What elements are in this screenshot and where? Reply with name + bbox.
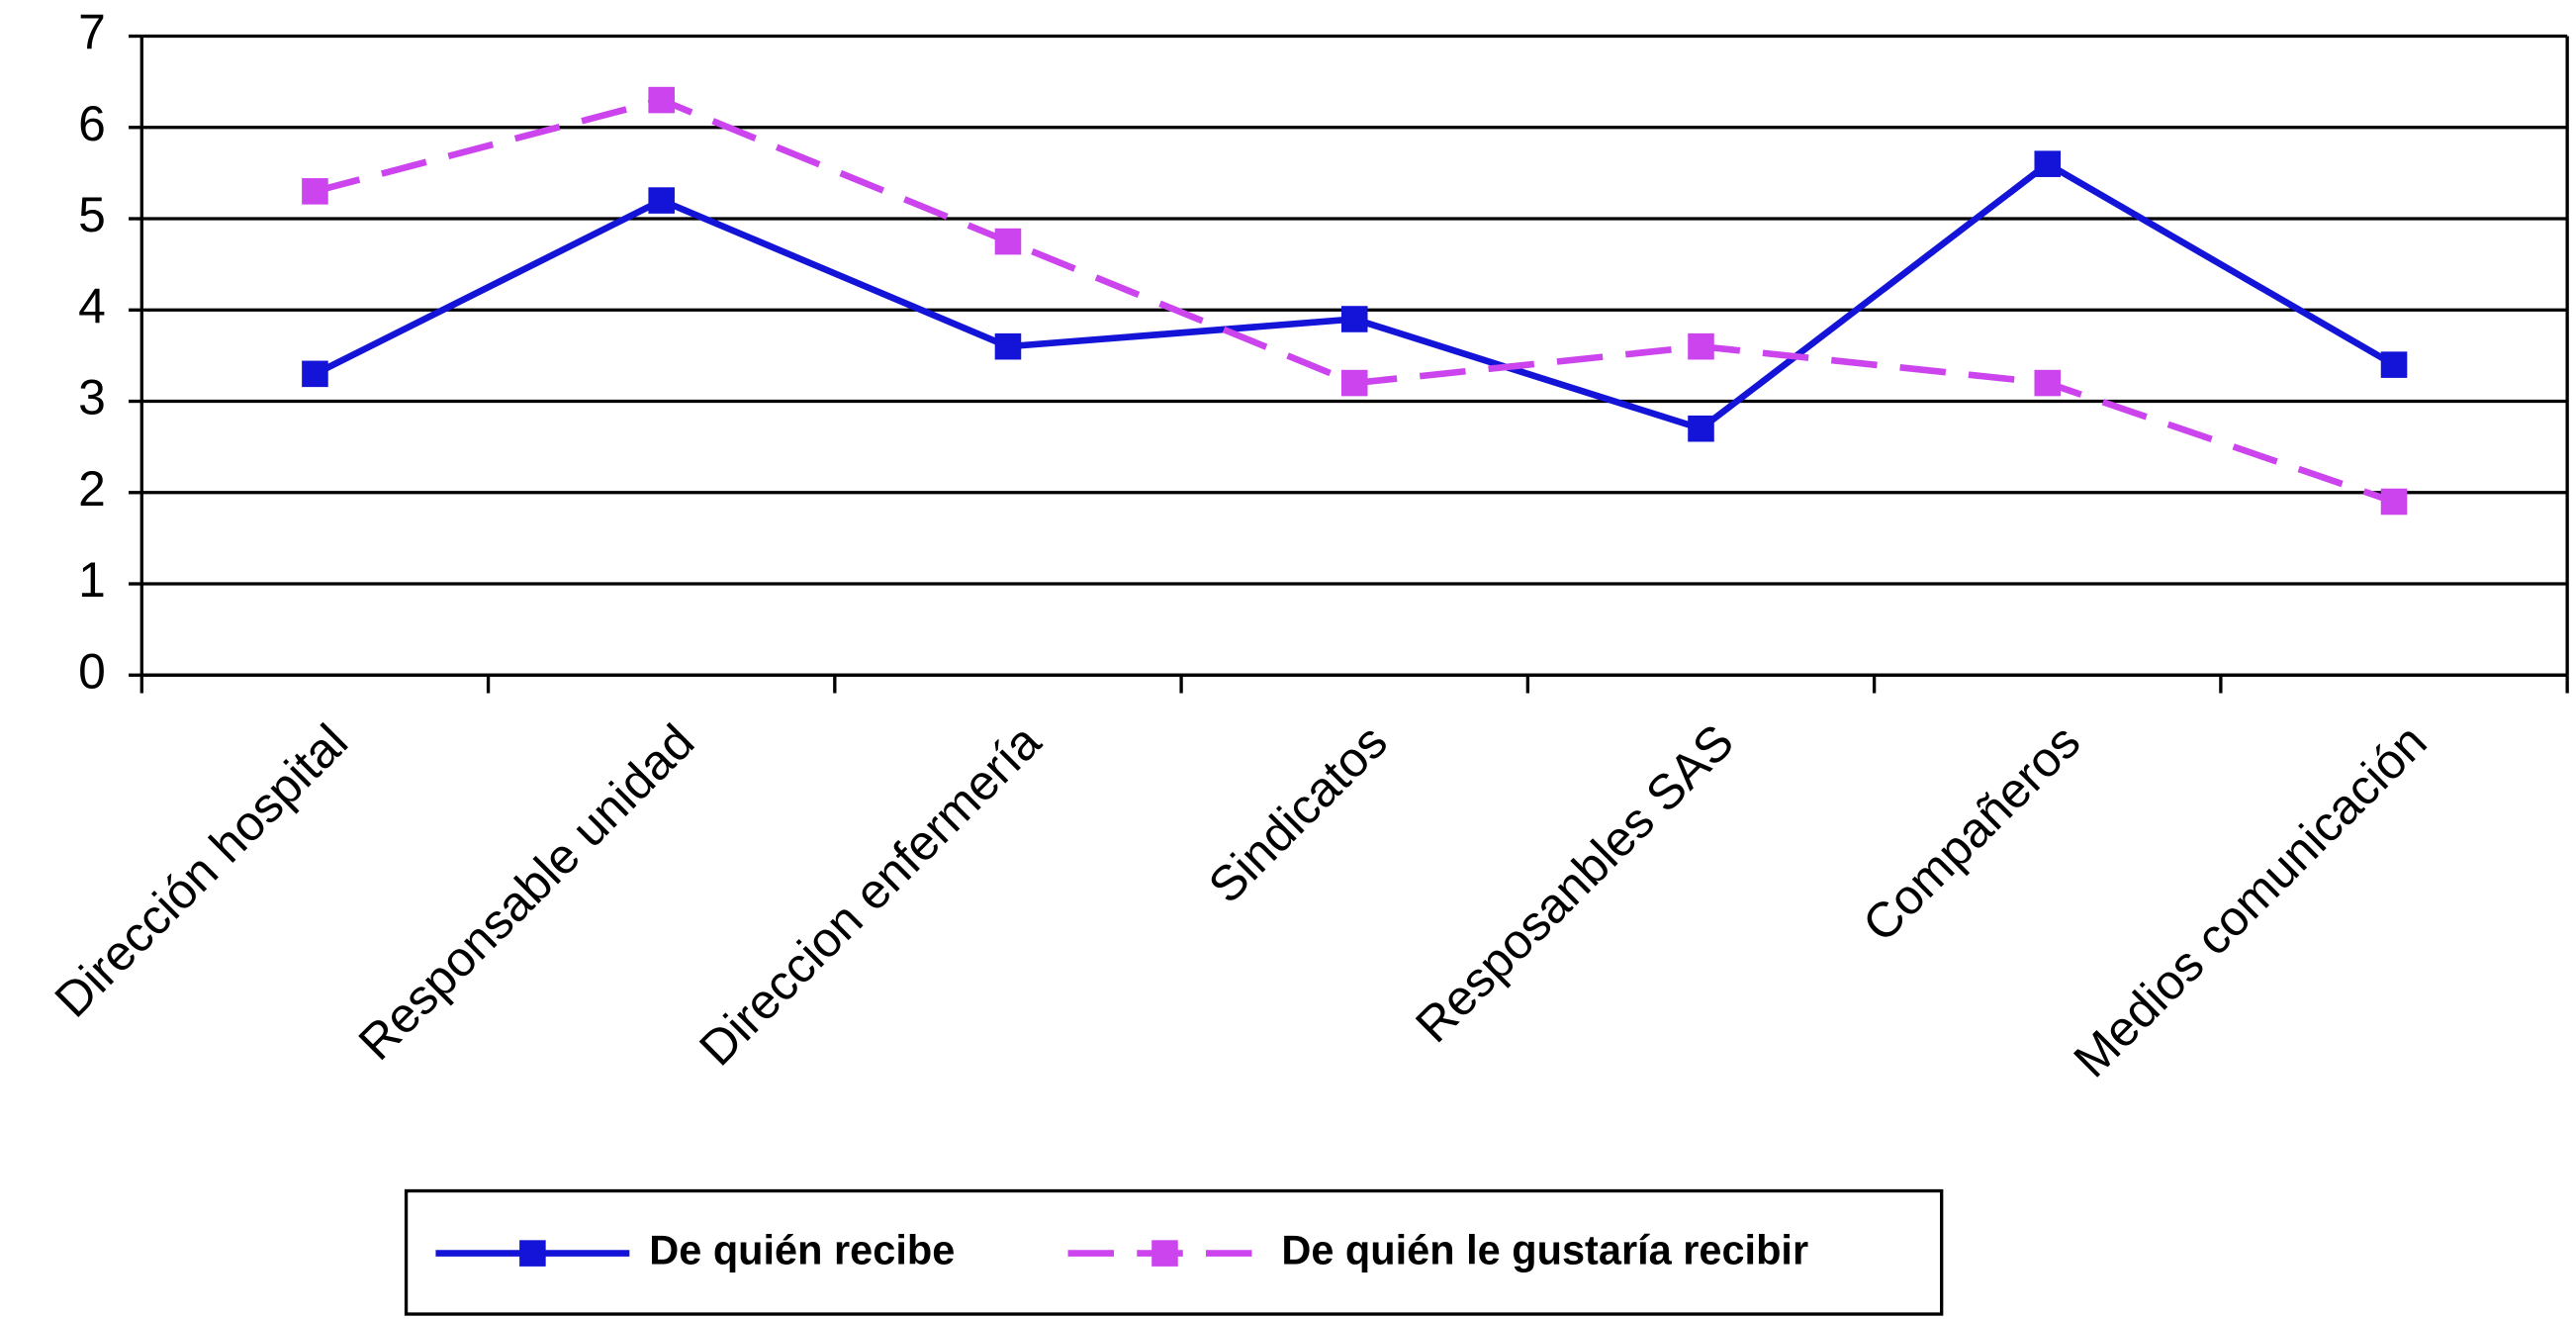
x-tick-label: Sindicatos bbox=[1198, 713, 1398, 913]
marker bbox=[2034, 369, 2062, 397]
marker bbox=[2034, 150, 2062, 177]
x-tick-label: Direccion enfermería bbox=[689, 713, 1052, 1077]
y-tick-label: 1 bbox=[78, 552, 106, 608]
y-tick-label: 7 bbox=[78, 5, 106, 60]
y-tick-label: 4 bbox=[78, 278, 106, 333]
x-tick-label: Dirección hospital bbox=[45, 713, 359, 1028]
series-line bbox=[314, 96, 2396, 506]
marker bbox=[1688, 332, 1714, 360]
legend-box bbox=[404, 1188, 1944, 1316]
legend-marker bbox=[519, 1240, 546, 1267]
marker bbox=[2380, 488, 2408, 516]
legend-marker bbox=[1151, 1240, 1178, 1267]
y-tick-label: 5 bbox=[78, 187, 106, 242]
x-tick-label: Responsable unidad bbox=[348, 713, 705, 1071]
y-tick-label: 2 bbox=[78, 461, 106, 517]
marker bbox=[1340, 306, 1368, 332]
marker bbox=[994, 332, 1022, 360]
marker bbox=[648, 187, 675, 214]
y-tick-label: 3 bbox=[78, 370, 106, 425]
legend-label: De quién recibe bbox=[649, 1227, 955, 1273]
marker bbox=[648, 86, 675, 114]
y-tick-label: 6 bbox=[78, 96, 106, 151]
marker bbox=[2380, 351, 2408, 378]
x-tick-label: Compañeros bbox=[1852, 713, 2090, 952]
marker bbox=[302, 178, 328, 205]
y-tick-label: 0 bbox=[78, 643, 106, 699]
x-tick-label: Resposanbles SAS bbox=[1405, 713, 1744, 1053]
x-tick-label: Medios comunicación bbox=[2063, 713, 2437, 1087]
marker bbox=[1340, 369, 1368, 397]
marker bbox=[994, 228, 1022, 255]
marker bbox=[302, 360, 328, 388]
marker bbox=[1688, 415, 1714, 442]
legend-label: De quién le gustaría recibir bbox=[1281, 1227, 1808, 1273]
